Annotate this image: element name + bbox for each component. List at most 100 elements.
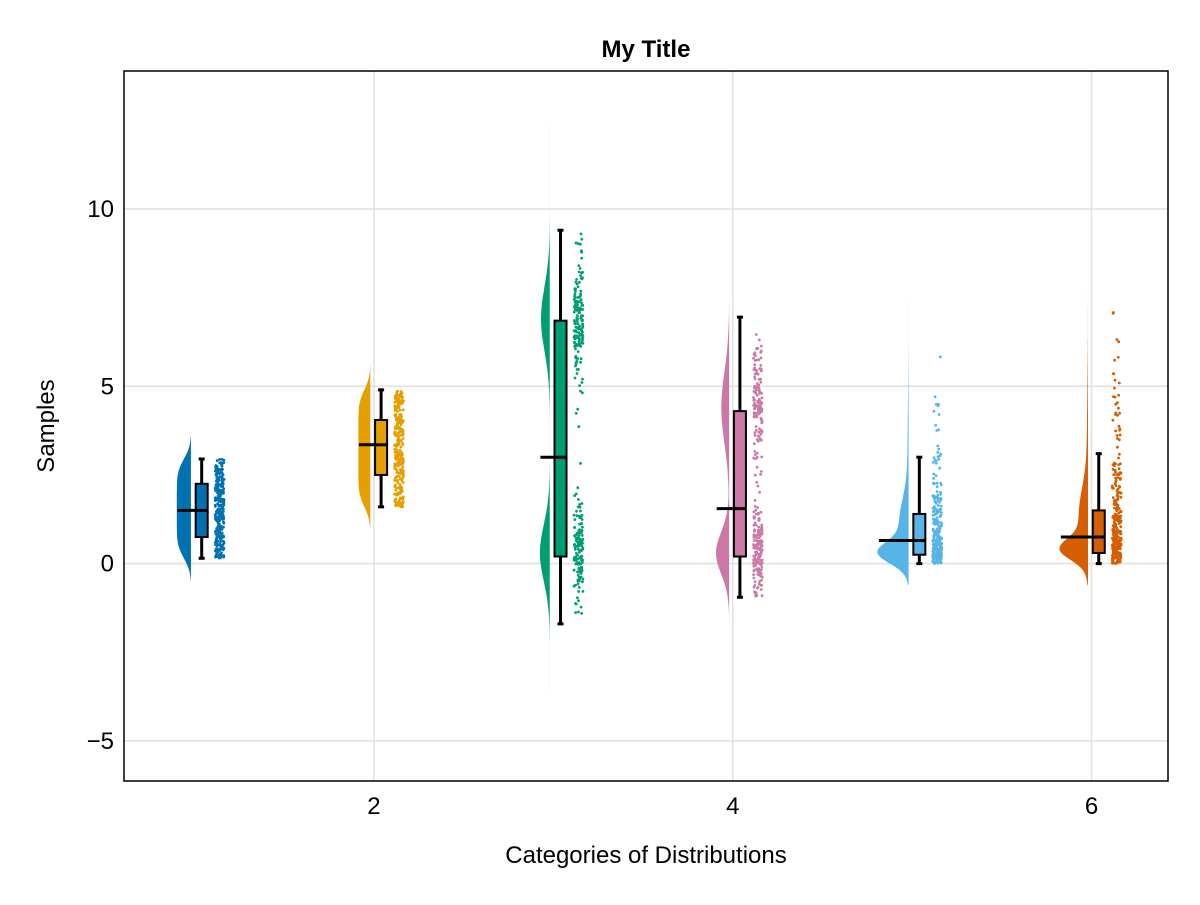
scatter-point: [1114, 476, 1117, 480]
scatter-point: [938, 497, 942, 501]
scatter-point: [1114, 518, 1118, 522]
scatter-point: [1119, 495, 1123, 499]
scatter-point: [759, 568, 763, 572]
scatter-point: [578, 384, 581, 387]
scatter-point: [215, 527, 219, 530]
scatter-point: [932, 518, 936, 522]
scatter-point: [1119, 532, 1122, 536]
scatter-point: [576, 596, 579, 600]
scatter-point: [218, 513, 221, 517]
scatter-point: [1117, 547, 1121, 550]
scatter-point: [752, 442, 756, 446]
scatter-point: [755, 551, 759, 554]
chart-title: My Title: [602, 36, 691, 63]
scatter-point: [577, 331, 581, 335]
scatter-point: [396, 436, 400, 440]
scatter-point: [1117, 456, 1120, 460]
scatter-point: [755, 567, 759, 571]
scatter-point: [579, 522, 583, 526]
scatter-point: [578, 308, 582, 312]
scatter-point: [759, 510, 763, 514]
scatter-point: [581, 330, 584, 334]
scatter-point: [937, 447, 941, 451]
scatter-point: [573, 526, 576, 529]
scatter-point: [396, 481, 400, 485]
scatter-point: [754, 594, 758, 598]
scatter-point: [1114, 479, 1118, 482]
scatter-point: [394, 433, 398, 437]
scatter-point: [756, 586, 759, 590]
scatter-point: [579, 298, 583, 301]
scatter-point: [1115, 473, 1118, 477]
scatter-point: [399, 433, 403, 437]
scatter-point: [932, 534, 936, 538]
scatter-point: [1113, 503, 1117, 507]
scatter-point: [756, 539, 760, 543]
scatter-point: [1118, 452, 1121, 456]
scatter-point: [580, 569, 584, 572]
scatter-point: [758, 390, 762, 394]
scatter-point: [760, 421, 763, 425]
scatter-point: [216, 482, 220, 486]
scatter-point: [217, 492, 221, 496]
scatter-point: [575, 305, 579, 309]
scatter-point: [752, 523, 756, 527]
scatter-point: [214, 512, 218, 516]
scatter-point: [580, 333, 584, 337]
scatter-point: [753, 505, 757, 508]
scatter-point: [933, 500, 937, 503]
scatter-point: [1112, 395, 1115, 398]
scatter-point: [398, 413, 401, 416]
scatter-point: [395, 450, 399, 453]
scatter-point: [396, 404, 400, 408]
scatter-point: [394, 427, 397, 430]
scatter-point: [395, 475, 398, 478]
scatter-point: [401, 500, 405, 504]
scatter-point: [576, 562, 580, 566]
scatter-point: [754, 563, 757, 567]
scatter-point: [222, 554, 226, 558]
scatter-point: [1117, 340, 1121, 344]
scatter-point: [939, 561, 943, 565]
scatter-point: [394, 488, 398, 492]
x-tick-label: 6: [1085, 793, 1098, 820]
scatter-point: [760, 396, 764, 400]
scatter-point: [573, 518, 577, 521]
scatter-point: [222, 540, 226, 544]
scatter-point: [398, 421, 402, 425]
scatter-point: [575, 372, 579, 375]
scatter-point: [752, 515, 756, 519]
x-tick-label: 4: [726, 793, 739, 820]
scatter-point: [400, 470, 403, 473]
scatter-point: [573, 292, 577, 296]
scatter-point: [1115, 434, 1119, 437]
scatter-point: [1116, 413, 1119, 417]
scatter-point: [214, 532, 218, 535]
scatter-point: [939, 558, 943, 561]
scatter-point: [580, 237, 584, 241]
scatter-point: [576, 357, 580, 360]
scatter-point: [393, 462, 397, 466]
scatter-point: [759, 369, 763, 373]
scatter-point: [581, 336, 584, 339]
scatter-point: [756, 347, 760, 350]
scatter-point: [215, 473, 219, 477]
scatter-point: [217, 517, 221, 521]
scatter-point: [216, 508, 220, 512]
scatter-point: [397, 399, 401, 403]
scatter-point: [1113, 358, 1116, 362]
violin: [1059, 283, 1088, 585]
scatter-point: [576, 322, 580, 326]
scatter-point: [576, 573, 580, 577]
y-tick-label: −5: [87, 728, 114, 755]
scatter-point: [578, 556, 582, 559]
scatter-point: [398, 474, 401, 478]
scatter-point: [759, 473, 762, 476]
scatter-point: [581, 546, 585, 550]
scatter-point: [393, 400, 397, 404]
scatter-point: [221, 510, 224, 513]
scatter-point: [213, 517, 217, 520]
scatter-point: [395, 453, 399, 456]
scatter-point: [760, 584, 764, 587]
scatter-point: [936, 444, 940, 448]
